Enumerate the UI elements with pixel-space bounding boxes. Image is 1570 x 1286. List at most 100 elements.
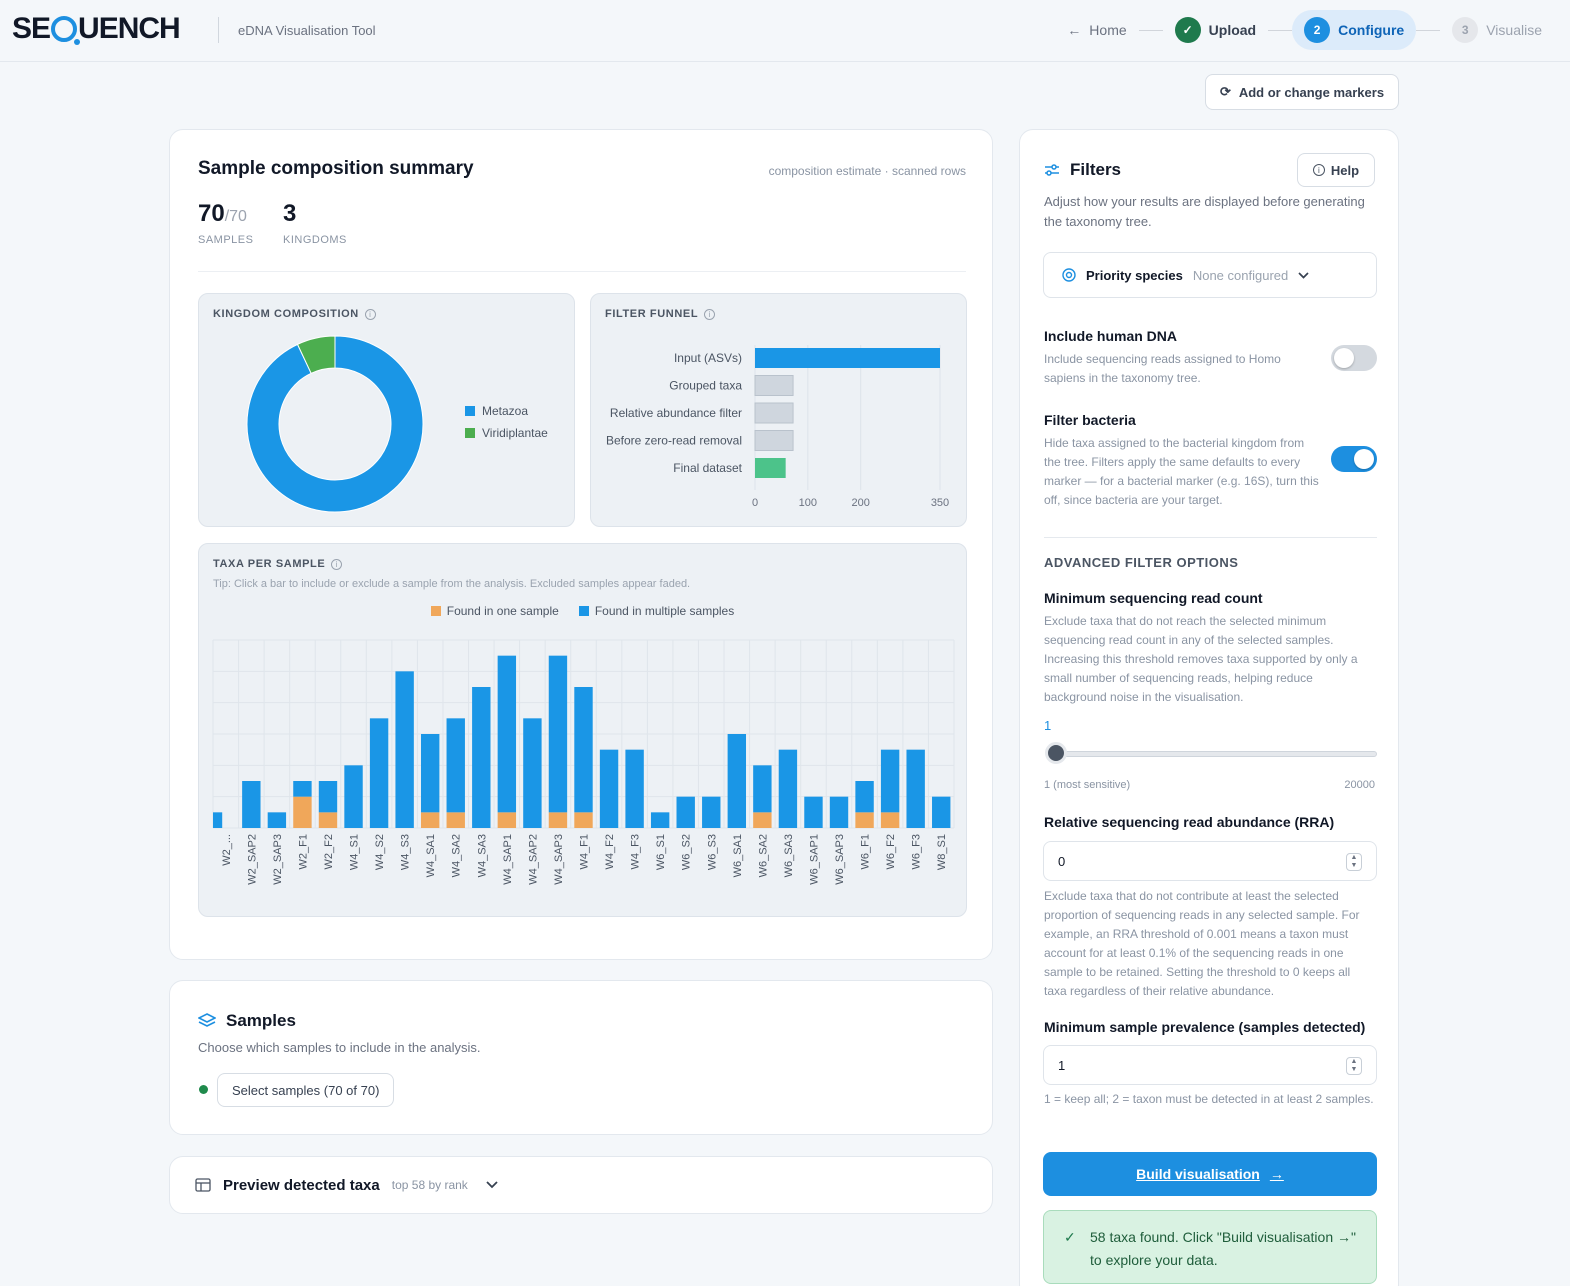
target-icon [1062, 268, 1076, 282]
step-home[interactable]: ← Home [1055, 10, 1138, 50]
bar-found-one-sample [497, 812, 517, 828]
rra-input[interactable]: 0 ▲ ▼ [1043, 841, 1377, 881]
x-tick-label: W4_F2 [604, 834, 616, 869]
preview-subtitle: top 58 by rank [391, 1178, 468, 1192]
x-tick-label: W4_SAP1 [502, 834, 514, 885]
step-connector [1268, 29, 1293, 31]
legend-item-one-sample: Found in one sample [430, 604, 559, 618]
x-tick-label: W4_S2 [374, 834, 386, 870]
x-tick-label: W2_F1 [297, 834, 309, 869]
stepper-icon[interactable]: ▲ ▼ [1346, 1057, 1362, 1075]
funnel-label: Input (ASVs) [674, 351, 742, 365]
samples-total: /70 [224, 208, 247, 225]
x-tick-label: W6_F2 [885, 834, 897, 869]
layers-icon [198, 1013, 216, 1027]
bar-found-multiple-samples [855, 781, 874, 813]
bar-found-one-sample [318, 812, 338, 828]
step-visualise-label: Visualise [1486, 22, 1542, 38]
step-connector [1138, 29, 1163, 31]
x-tick-label: W4_S3 [400, 834, 412, 870]
bar-found-one-sample [446, 812, 465, 828]
select-samples-button[interactable]: Select samples (70 of 70) [217, 1073, 395, 1107]
x-tick-label: W6_S2 [681, 834, 693, 870]
success-message: ✓ 58 taxa found. Click "Build visualisat… [1043, 1210, 1377, 1284]
samples-label: SAMPLES [198, 234, 254, 246]
filters-title: Filters [1044, 160, 1121, 180]
kingdoms-label: KINGDOMS [283, 234, 347, 246]
info-icon[interactable]: i [364, 308, 376, 320]
min-read-count-slider[interactable] [1056, 751, 1377, 757]
top-bar: SE UENCH eDNA Visualisation Tool ← Home … [0, 0, 1570, 62]
preview-taxa-card[interactable]: Preview detected taxa top 58 by rank [169, 1156, 993, 1214]
x-tick-label: W8_S1 [936, 834, 948, 870]
bar-found-multiple-samples [213, 812, 223, 828]
legend-label: Found in one sample [446, 604, 559, 618]
bar-found-multiple-samples [804, 796, 823, 828]
min-read-count-description: Exclude taxa that do not reach the selec… [1044, 614, 1358, 704]
step-visualise[interactable]: 3 Visualise [1440, 10, 1554, 50]
bar-found-multiple-samples [293, 781, 312, 797]
summary-note: composition estimate · scanned rows [768, 164, 966, 178]
preview-title: Preview detected taxa [223, 1176, 380, 1194]
bar-found-multiple-samples [829, 796, 849, 828]
stepper-icon[interactable]: ▲ ▼ [1346, 853, 1362, 871]
composition-summary-card: Sample composition summary composition e… [169, 129, 993, 960]
app-logo[interactable]: SE UENCH [12, 12, 181, 46]
x-tick-label: 100 [799, 497, 817, 509]
build-visualisation-button[interactable]: Build visualisation → [1043, 1152, 1377, 1196]
x-tick-label: W6_SAP3 [834, 834, 846, 885]
success-text: 58 taxa found. Click "Build visualisatio… [1090, 1229, 1356, 1268]
kingdom-title-text: KINGDOM COMPOSITION [213, 308, 359, 320]
filters-description: Adjust how your results are displayed be… [1044, 194, 1365, 229]
slider-max-label: 20000 [1344, 779, 1375, 791]
x-tick-label: W2_... [221, 834, 233, 866]
slider-handle[interactable] [1045, 742, 1067, 764]
bar-found-multiple-samples [395, 671, 414, 828]
legend-label: Found in multiple samples [594, 604, 735, 618]
legend-item-multiple-samples: Found in multiple samples [578, 604, 735, 618]
info-icon[interactable]: i [331, 558, 343, 570]
filter-funnel-panel: FILTER FUNNEL i 0 100 200 350 Input (ASVs) Gr… [590, 293, 967, 527]
bar-found-multiple-samples [344, 765, 363, 828]
logo-text-right: UENCH [78, 12, 181, 45]
legend-swatch [430, 606, 441, 616]
funnel-label: Grouped taxa [669, 379, 742, 393]
step-configure-label: Configure [1338, 22, 1405, 38]
x-tick-label: W4_SA1 [425, 834, 437, 877]
add-change-markers-button[interactable]: ⟳ Add or change markers [1205, 74, 1399, 110]
toggle-knob [1334, 348, 1354, 368]
include-human-toggle[interactable] [1331, 345, 1377, 371]
kingdom-composition-panel: KINGDOM COMPOSITION i Metazoa Viridiplan… [198, 293, 575, 527]
bar-found-one-sample [880, 812, 900, 828]
bar-found-one-sample [574, 812, 593, 828]
kingdom-panel-title: KINGDOM COMPOSITION i [213, 308, 376, 320]
kingdom-donut-chart [246, 335, 424, 513]
bar-found-multiple-samples [676, 796, 695, 828]
taxa-legend: Found in one sample Found in multiple sa… [199, 604, 966, 618]
toggle-knob [1354, 449, 1374, 469]
funnel-label: Relative abundance filter [610, 406, 742, 420]
x-tick-label: W4_F1 [579, 834, 591, 869]
info-icon[interactable]: i [704, 308, 716, 320]
funnel-panel-title: FILTER FUNNEL i [605, 308, 716, 320]
bar-found-multiple-samples [778, 749, 798, 828]
priority-species-dropdown[interactable]: Priority species None configured [1043, 252, 1377, 298]
app-subtitle: eDNA Visualisation Tool [238, 23, 376, 38]
help-button[interactable]: i Help [1297, 153, 1375, 187]
step-configure[interactable]: 2 Configure [1292, 10, 1417, 50]
x-tick-label: W2_SAP3 [272, 834, 284, 885]
check-icon: ✓ [1174, 17, 1201, 43]
x-tick-label: W6_F1 [860, 834, 872, 869]
prevalence-input[interactable]: 1 ▲ ▼ [1043, 1045, 1377, 1085]
x-tick-label: W6_S1 [655, 834, 667, 870]
filter-bacteria-toggle[interactable] [1331, 446, 1377, 472]
step-upload[interactable]: ✓ Upload [1163, 10, 1268, 50]
filter-bacteria-description: Hide taxa assigned to the bacterial king… [1044, 436, 1319, 507]
prevalence-title: Minimum sample prevalence (samples detec… [1044, 1019, 1366, 1035]
status-dot [199, 1085, 208, 1094]
filter-funnel-chart: 0 100 200 350 Input (ASVs) Grouped taxa Relati… [606, 345, 949, 509]
markers-button-label: Add or change markers [1238, 84, 1385, 100]
min-read-count-title: Minimum sequencing read count [1044, 590, 1263, 606]
taxa-per-sample-chart: W2_... W2_SAP2 W2_SAP3 W2_F1 W2_F2 W4_S1 W4_S2… [212, 639, 955, 885]
taxa-panel-title: TAXA PER SAMPLE i [213, 558, 343, 570]
